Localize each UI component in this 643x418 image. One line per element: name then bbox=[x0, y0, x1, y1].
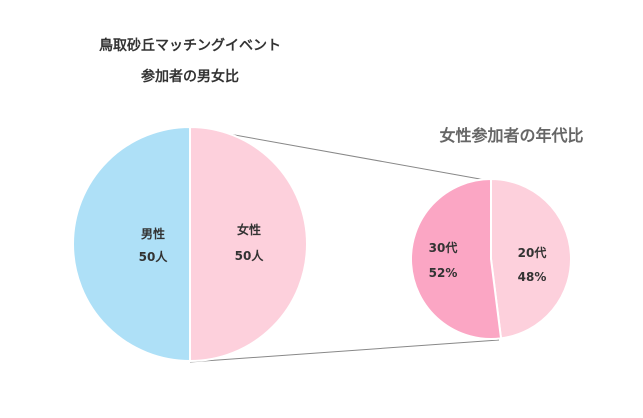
slice-value-male: 50人 bbox=[139, 249, 169, 264]
slice-value-20s: 48% bbox=[518, 270, 547, 284]
slice-value-female: 50人 bbox=[235, 248, 265, 263]
slice-label-30s: 30代 bbox=[429, 240, 458, 255]
slice-value-30s: 52% bbox=[429, 266, 458, 280]
slice-male bbox=[72, 125, 191, 363]
slice-label-male: 男性 bbox=[141, 226, 165, 241]
main-chart-title-line2: 参加者の男女比 bbox=[141, 69, 239, 85]
connector-line-bottom bbox=[189, 339, 500, 363]
connector-line-top bbox=[189, 126, 492, 182]
slice-30s bbox=[410, 177, 503, 340]
sub-chart-title: 女性参加者の年代比 bbox=[439, 126, 584, 145]
slice-label-female: 女性 bbox=[237, 222, 261, 237]
slice-20s bbox=[490, 177, 572, 340]
slice-female bbox=[189, 125, 308, 363]
slice-label-20s: 20代 bbox=[518, 245, 547, 260]
main-chart-title-line1: 鳥取砂丘マッチングイベント bbox=[99, 38, 281, 54]
